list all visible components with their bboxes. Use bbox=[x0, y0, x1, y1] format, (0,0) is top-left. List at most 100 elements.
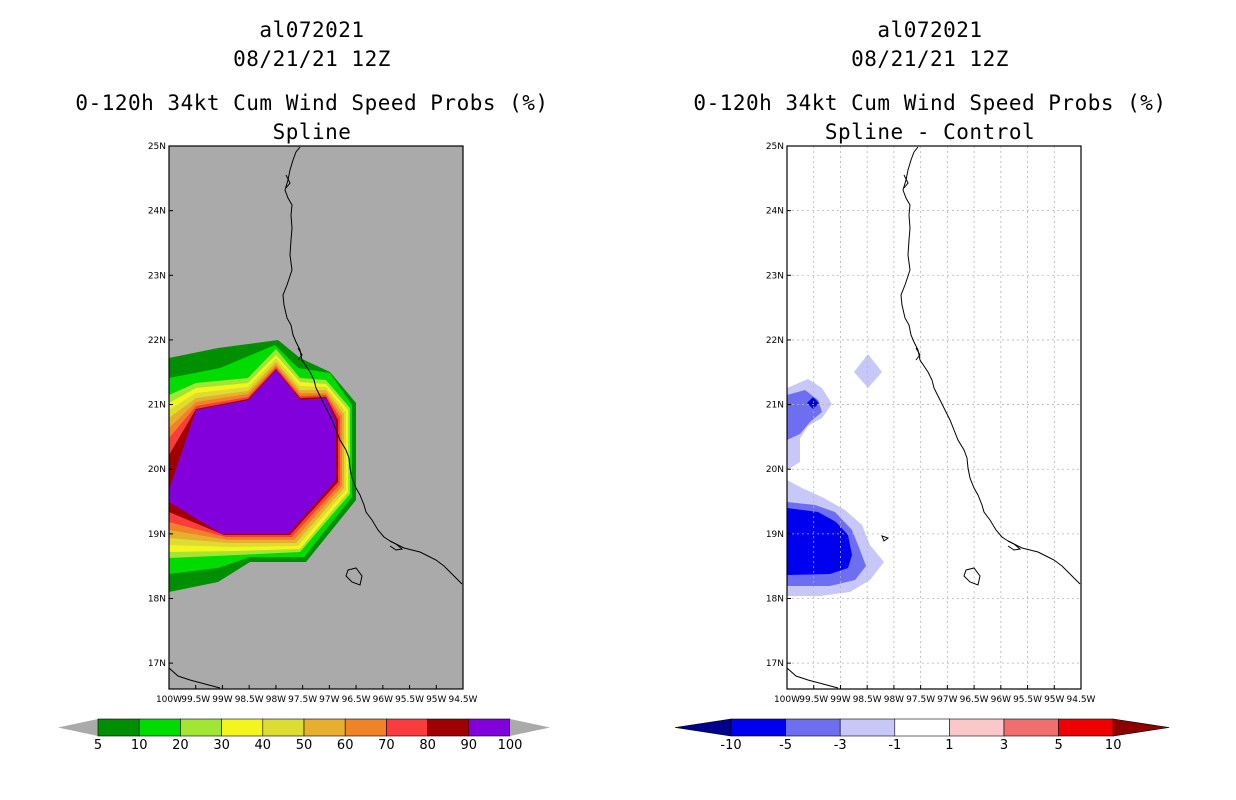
left-colorbar-label: 60 bbox=[337, 738, 354, 753]
right-colorbar-box bbox=[730, 718, 786, 737]
right-colorbar-label: 5 bbox=[1054, 738, 1062, 753]
left-ytick-label: 18N bbox=[148, 595, 166, 605]
left-xtick-label: 98.5W bbox=[235, 695, 264, 705]
left-ytick-label: 21N bbox=[148, 401, 166, 411]
left-colorbar-label: 90 bbox=[461, 738, 478, 753]
left-ytick-label: 24N bbox=[148, 207, 166, 217]
right-colorbar-label: 1 bbox=[945, 738, 953, 753]
right-colorbar: -10 -5 -3 -1 1 3 5 10 bbox=[674, 718, 1170, 753]
right-ytick-label: 22N bbox=[766, 336, 784, 346]
left-axes: 100W 99.5W 99W 98.5W 98W 97.5W 97W 96.5W 96W 95.5… bbox=[148, 142, 478, 705]
left-colorbar-label: 40 bbox=[255, 738, 272, 753]
left-xtick-label: 99.5W bbox=[181, 695, 210, 705]
right-title-storm: al072021 bbox=[877, 18, 983, 42]
left-colorbar-label: 10 bbox=[131, 738, 148, 753]
right-ytick-label: 17N bbox=[766, 659, 784, 669]
left-colorbar-label: 30 bbox=[213, 738, 230, 753]
right-xtick-label: 97W bbox=[937, 695, 957, 705]
right-plot-background bbox=[787, 146, 1081, 689]
right-colorbar-label: 3 bbox=[1000, 738, 1008, 753]
right-colorbar-label: -5 bbox=[779, 738, 792, 753]
left-ytick-label: 19N bbox=[148, 530, 166, 540]
right-axes: 100W 99.5W 99W 98.5W 98W 97.5W 97W 96.5W 96W 95.5… bbox=[766, 142, 1096, 705]
left-map-panel: 100W 99.5W 99W 98.5W 98W 97.5W 97W 96.5W 96W 95.5… bbox=[148, 142, 478, 705]
right-xtick-label: 95W bbox=[1044, 695, 1064, 705]
right-xtick-label: 100W bbox=[774, 695, 800, 705]
left-colorbar-box bbox=[427, 718, 470, 737]
right-colorbar-arrow-low bbox=[674, 718, 732, 737]
left-title-date: 08/21/21 12Z bbox=[233, 47, 391, 71]
right-colorbar-arrow-high bbox=[1112, 718, 1170, 737]
left-colorbar-box bbox=[97, 718, 140, 737]
right-xtick-label: 98.5W bbox=[853, 695, 882, 705]
right-colorbar-box bbox=[1003, 718, 1059, 737]
right-ytick-label: 23N bbox=[766, 271, 784, 281]
left-ytick-label: 22N bbox=[148, 336, 166, 346]
left-colorbar-label: 80 bbox=[419, 738, 436, 753]
left-colorbar-box bbox=[262, 718, 305, 737]
right-chart-title: al072021 08/21/21 12Z 0-120h 34kt Cum Wi… bbox=[650, 16, 1210, 147]
left-xtick-label: 95.5W bbox=[395, 695, 424, 705]
left-chart-title: al072021 08/21/21 12Z 0-120h 34kt Cum Wi… bbox=[32, 16, 592, 147]
right-title-variant: Spline - Control bbox=[824, 120, 1036, 144]
right-colorbar-label: -10 bbox=[720, 738, 741, 753]
right-colorbar-label: -3 bbox=[834, 738, 847, 753]
left-colorbar-box bbox=[138, 718, 181, 737]
right-colorbar-label: -1 bbox=[888, 738, 901, 753]
left-ytick-label: 23N bbox=[148, 271, 166, 281]
left-xtick-label: 95W bbox=[426, 695, 446, 705]
left-colorbar-label: 20 bbox=[172, 738, 189, 753]
right-colorbar-box bbox=[894, 718, 950, 737]
right-map-panel: 100W 99.5W 99W 98.5W 98W 97.5W 97W 96.5W 96W 95.5… bbox=[766, 142, 1096, 705]
right-colorbar-box bbox=[785, 718, 841, 737]
right-xtick-label: 96W bbox=[991, 695, 1011, 705]
left-colorbar-box bbox=[303, 718, 346, 737]
left-xtick-label: 94.5W bbox=[449, 695, 478, 705]
right-coastline bbox=[786, 146, 1081, 689]
left-xtick-label: 100W bbox=[156, 695, 182, 705]
left-xtick-label: 96W bbox=[373, 695, 393, 705]
right-gridlines bbox=[787, 146, 1081, 689]
left-colorbar-arrow-high bbox=[510, 719, 550, 736]
right-ytick-label: 18N bbox=[766, 595, 784, 605]
left-colorbar-arrow-low bbox=[58, 719, 98, 736]
right-title-date: 08/21/21 12Z bbox=[851, 47, 1009, 71]
left-colorbar-box bbox=[344, 718, 387, 737]
left-ytick-label: 20N bbox=[148, 465, 166, 475]
contour-minus5-lower bbox=[787, 508, 852, 575]
right-ytick-label: 20N bbox=[766, 465, 784, 475]
right-colorbar-box bbox=[839, 718, 896, 737]
left-colorbar-box bbox=[386, 718, 428, 737]
left-coastline bbox=[168, 146, 463, 689]
right-xtick-label: 94.5W bbox=[1067, 695, 1096, 705]
right-xtick-label: 96.5W bbox=[960, 695, 989, 705]
contour-minus1-diamond bbox=[854, 354, 882, 388]
left-ytick-label: 25N bbox=[148, 142, 166, 152]
left-xtick-label: 97.5W bbox=[288, 695, 317, 705]
left-title-variant: Spline bbox=[272, 120, 352, 144]
left-xtick-label: 99W bbox=[212, 695, 232, 705]
right-difference-contours bbox=[787, 354, 884, 596]
left-title-product: 0-120h 34kt Cum Wind Speed Probs (%) bbox=[75, 91, 549, 115]
left-title-storm: al072021 bbox=[259, 18, 365, 42]
right-xtick-label: 99.5W bbox=[799, 695, 828, 705]
left-colorbar: 5 10 20 30 40 50 60 70 80 90 100 bbox=[58, 718, 550, 753]
right-colorbar-label: 10 bbox=[1105, 738, 1122, 753]
contour-minus10-dot bbox=[810, 400, 816, 406]
left-colorbar-box bbox=[180, 718, 222, 737]
right-colorbar-box bbox=[949, 718, 1005, 737]
left-probability-contours bbox=[169, 340, 356, 592]
left-colorbar-box bbox=[468, 718, 511, 737]
right-xtick-label: 98W bbox=[884, 695, 904, 705]
left-colorbar-label: 50 bbox=[296, 738, 313, 753]
right-xtick-label: 95.5W bbox=[1013, 695, 1042, 705]
right-ytick-label: 21N bbox=[766, 401, 784, 411]
right-xtick-label: 97.5W bbox=[906, 695, 935, 705]
right-ytick-label: 24N bbox=[766, 207, 784, 217]
right-plot-frame bbox=[786, 145, 1082, 690]
contour-90 bbox=[169, 370, 336, 534]
left-xtick-label: 97W bbox=[319, 695, 339, 705]
left-colorbar-label: 70 bbox=[378, 738, 395, 753]
left-plot-frame bbox=[168, 145, 464, 690]
